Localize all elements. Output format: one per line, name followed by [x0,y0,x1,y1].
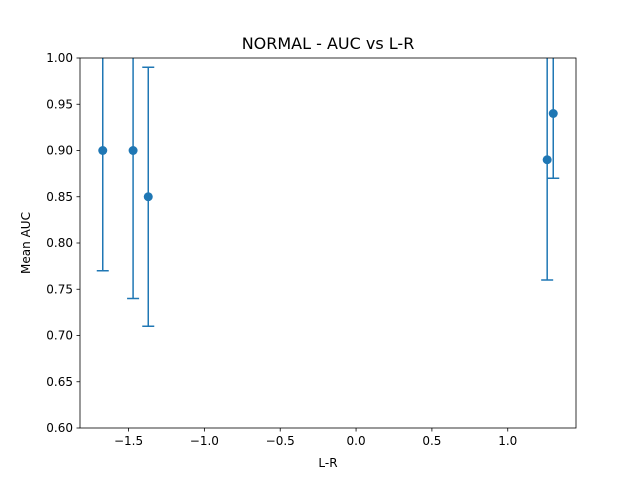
x-tick-label: 1.0 [498,434,517,448]
y-tick-label: 0.80 [46,236,73,250]
x-axis-label: L-R [318,456,337,470]
y-tick-label: 0.85 [46,190,73,204]
x-tick-label: 0.5 [422,434,441,448]
y-tick-label: 0.70 [46,329,73,343]
data-point-group-3 [142,66,155,327]
x-tick-label: −0.5 [266,434,295,448]
x-tick-label: −1.0 [190,434,219,448]
plot-marks [96,58,560,327]
y-tick-label: 0.95 [46,97,73,111]
plot-frame [79,57,577,429]
y-tick-label: 0.60 [46,421,73,435]
y-tick-label: 0.65 [46,375,73,389]
y-axis-label: Mean AUC [19,212,33,274]
axes: −1.5 −1.0 −0.5 0.0 0.5 1.0 0.60 0.65 0.70 0.75 0.8… [46,51,577,448]
y-tick-label: 0.90 [46,144,73,158]
data-point-group-2 [127,58,140,300]
data-point-1 [98,146,108,155]
data-point-group-4 [541,58,554,281]
data-point-3 [143,192,153,202]
data-point-5 [548,109,558,118]
data-point-4 [542,155,552,165]
data-point-group-5 [547,58,560,179]
x-tick-label: −1.5 [114,434,143,448]
y-tick-label: 0.75 [46,282,73,296]
data-point-2 [128,146,138,155]
y-tick-label: 1.00 [46,51,73,65]
x-tick-label: 0.0 [347,434,366,448]
data-point-group-1 [96,58,109,272]
chart-title: NORMAL - AUC vs L-R [242,34,415,53]
